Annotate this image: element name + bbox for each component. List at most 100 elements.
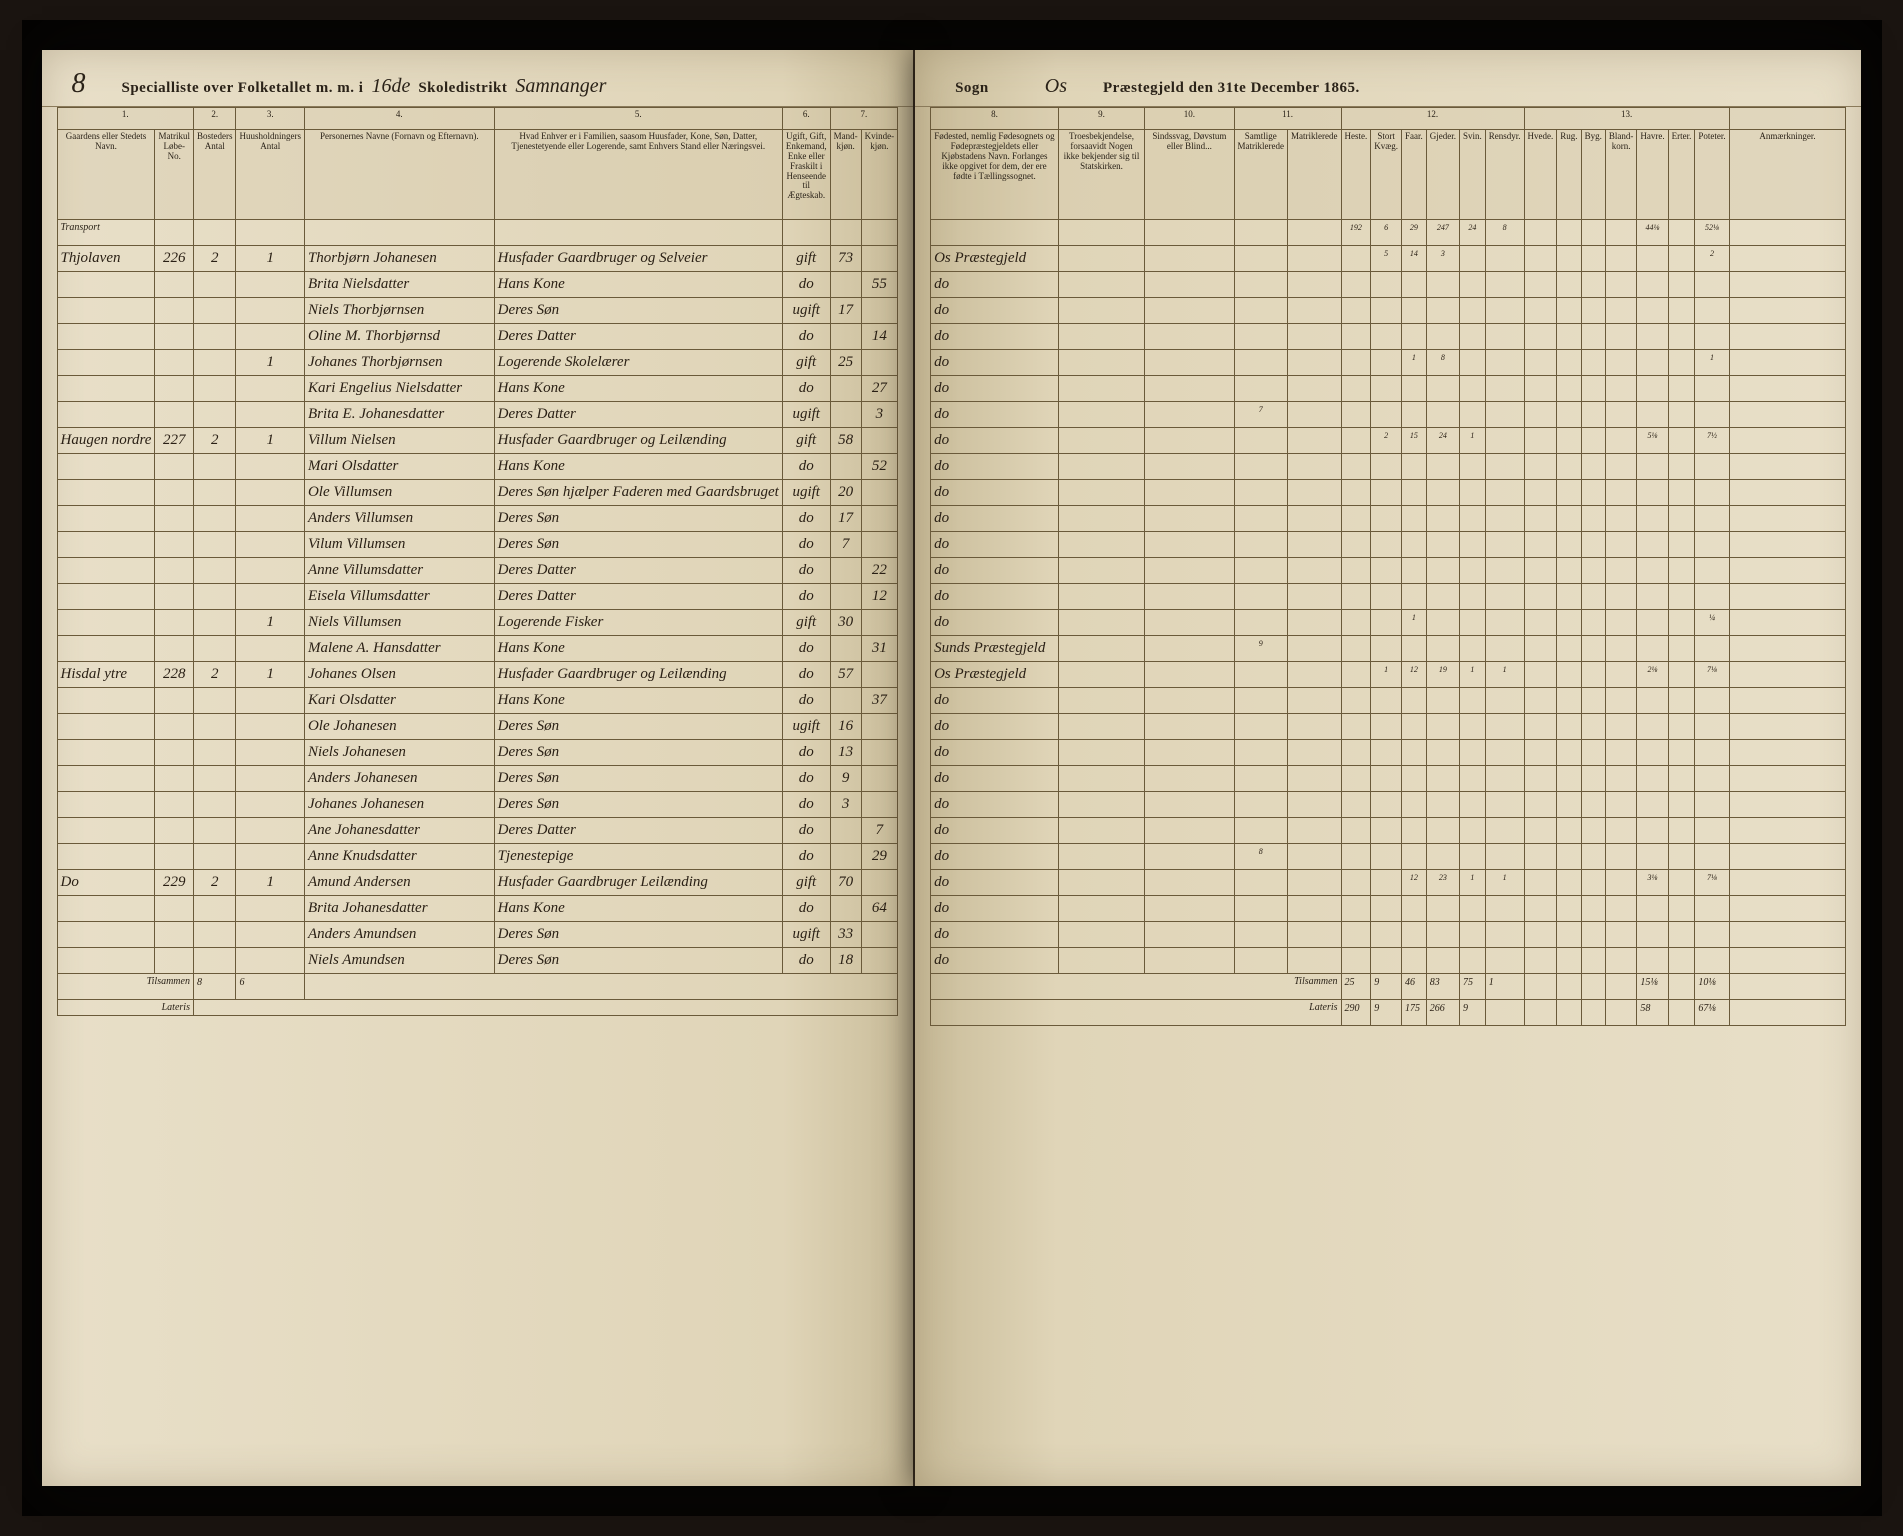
agek-cell	[861, 428, 898, 454]
agek-cell: 52	[861, 454, 898, 480]
birthplace-cell: do	[931, 324, 1059, 350]
bosted-cell	[193, 948, 236, 974]
h13f: Erter.	[1668, 130, 1695, 220]
insane-cell	[1145, 688, 1234, 714]
name-cell: Eisela Villumsdatter	[304, 584, 494, 610]
farm-cell	[57, 636, 155, 662]
lt-d: 266	[1426, 1000, 1459, 1026]
remarks-cell	[1729, 740, 1846, 766]
kvaeg-cell	[1371, 402, 1402, 428]
faar-cell	[1402, 766, 1427, 792]
marital-cell: ugift	[782, 298, 830, 324]
heste-cell	[1341, 402, 1371, 428]
h-farm: Gaardens eller Stedets Navn.	[57, 130, 155, 220]
svin-cell	[1460, 402, 1486, 428]
agem-cell: 3	[830, 792, 861, 818]
heste-cell	[1341, 584, 1371, 610]
remarks-cell	[1729, 272, 1846, 298]
poteter-cell: 7⅛	[1695, 662, 1729, 688]
marital-cell: do	[782, 740, 830, 766]
farm-cell	[57, 402, 155, 428]
notes-cell	[1234, 584, 1287, 610]
farm-cell	[57, 272, 155, 298]
hush-cell	[236, 532, 305, 558]
insane-cell	[1145, 870, 1234, 896]
religion-cell	[1058, 870, 1144, 896]
ft-a: 25	[1341, 974, 1371, 1000]
notes-cell	[1234, 714, 1287, 740]
faar-cell	[1402, 844, 1427, 870]
notes-cell	[1234, 896, 1287, 922]
religion-cell	[1058, 428, 1144, 454]
poteter-cell: 2	[1695, 246, 1729, 272]
notes-cell	[1234, 792, 1287, 818]
svin-cell	[1460, 558, 1486, 584]
remarks-cell	[1729, 376, 1846, 402]
matr-cell	[155, 454, 194, 480]
insane-cell	[1145, 610, 1234, 636]
table-row: do	[931, 532, 1846, 558]
remarks-cell	[1729, 298, 1846, 324]
rensdyr-cell	[1485, 844, 1524, 870]
header-printed-1: Specialliste over Folketallet m. m. i	[122, 80, 364, 97]
birthplace-cell: Sunds Præstegjeld	[931, 636, 1059, 662]
gjeder-cell	[1426, 792, 1459, 818]
marital-cell: do	[782, 454, 830, 480]
table-row: do7	[931, 402, 1846, 428]
havre-cell	[1637, 636, 1668, 662]
havre-cell	[1637, 584, 1668, 610]
bosted-cell	[193, 714, 236, 740]
col3-num: 3.	[236, 108, 305, 130]
havre-cell	[1637, 246, 1668, 272]
table-row: Niels ThorbjørnsenDeres Sønugift17	[57, 298, 898, 324]
h13b: Rug.	[1557, 130, 1581, 220]
gjeder-cell	[1426, 584, 1459, 610]
poteter-cell	[1695, 272, 1729, 298]
bosted-cell	[193, 532, 236, 558]
gjeder-cell	[1426, 324, 1459, 350]
remarks-cell	[1729, 506, 1846, 532]
agek-cell: 64	[861, 896, 898, 922]
religion-cell	[1058, 584, 1144, 610]
matr-cell	[155, 688, 194, 714]
heste-cell	[1341, 480, 1371, 506]
h12d: Gjeder.	[1426, 130, 1459, 220]
col5-num: 5.	[494, 108, 782, 130]
faar-cell	[1402, 272, 1427, 298]
district-no: 16de	[371, 75, 410, 98]
insane-cell	[1145, 922, 1234, 948]
farm-cell	[57, 766, 155, 792]
marital-cell: gift	[782, 246, 830, 272]
religion-cell	[1058, 376, 1144, 402]
marital-cell: ugift	[782, 714, 830, 740]
col4-num: 4.	[304, 108, 494, 130]
birthplace-cell: do	[931, 818, 1059, 844]
hush-cell	[236, 688, 305, 714]
svin-cell	[1460, 532, 1486, 558]
gjeder-cell	[1426, 272, 1459, 298]
bosted-cell	[193, 844, 236, 870]
farm-cell	[57, 454, 155, 480]
h13d: Bland-korn.	[1605, 130, 1637, 220]
agem-cell: 17	[830, 506, 861, 532]
bosted-cell	[193, 454, 236, 480]
agek-cell	[861, 740, 898, 766]
agek-cell	[861, 298, 898, 324]
farm-cell	[57, 740, 155, 766]
remarks-cell	[1729, 896, 1846, 922]
role-cell: Deres Søn	[494, 922, 782, 948]
svin-cell	[1460, 714, 1486, 740]
bosted-cell: 2	[193, 428, 236, 454]
table-row: Anders AmundsenDeres Sønugift33	[57, 922, 898, 948]
heste-cell	[1341, 350, 1371, 376]
poteter-cell	[1695, 792, 1729, 818]
gjeder-cell	[1426, 948, 1459, 974]
agem-cell	[830, 844, 861, 870]
matr-cell	[155, 480, 194, 506]
table-row: Malene A. HansdatterHans Konedo31	[57, 636, 898, 662]
agem-cell	[830, 376, 861, 402]
table-row: Ole VillumsenDeres Søn hjælper Faderen m…	[57, 480, 898, 506]
heste-cell	[1341, 714, 1371, 740]
hush-cell	[236, 948, 305, 974]
heste-cell	[1341, 532, 1371, 558]
